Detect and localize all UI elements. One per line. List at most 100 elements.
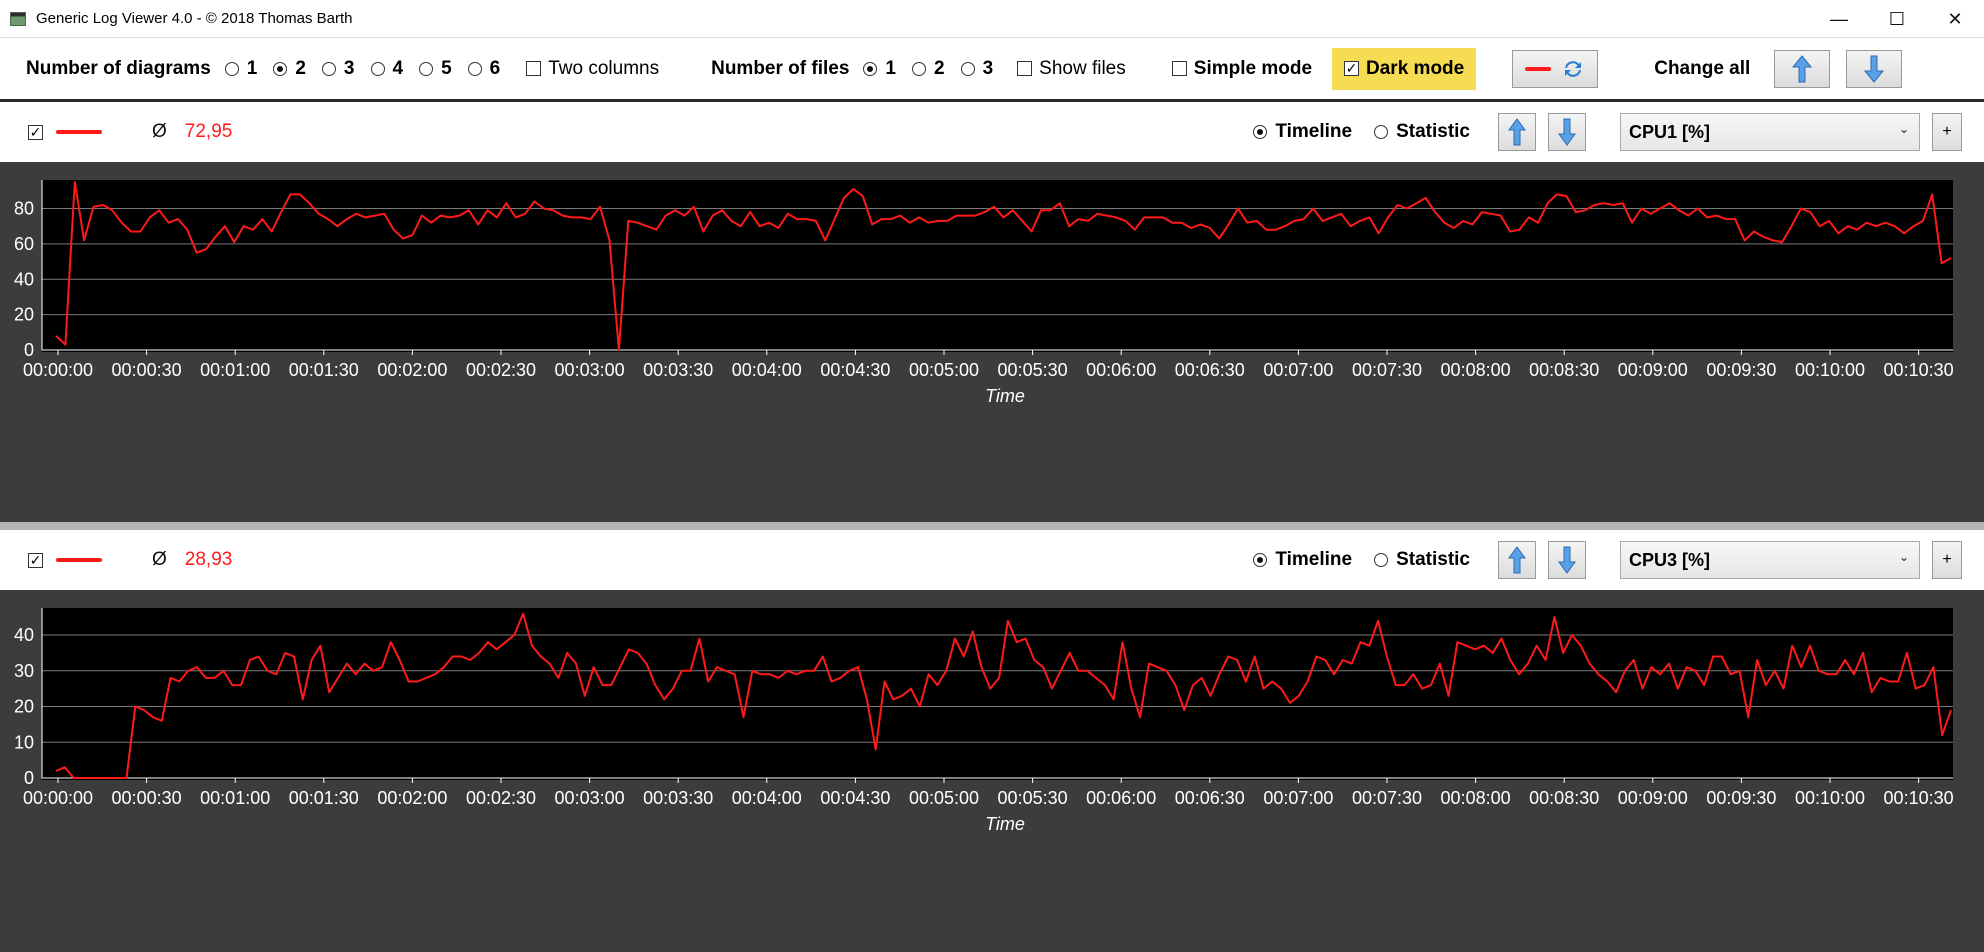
- dark-mode-check[interactable]: ✓: [1344, 60, 1360, 76]
- diagram-2-up-button[interactable]: [1498, 541, 1536, 579]
- arrow-up-icon: [1508, 546, 1526, 574]
- x-tick-label: 00:10:30: [1884, 788, 1954, 808]
- show-files-check[interactable]: [1017, 61, 1033, 76]
- dark-mode-checkbox[interactable]: ✓ Dark mode: [1332, 47, 1477, 90]
- diagram-2-avg-value: 28,93: [184, 549, 233, 570]
- diagram-2-statistic-dot[interactable]: [1374, 553, 1389, 567]
- y-tick-label: 60: [14, 234, 34, 254]
- diagram-2-signal-value: CPU3 [%]: [1629, 549, 1711, 570]
- files-count-option-3[interactable]: 3: [960, 57, 994, 80]
- diagrams-count-radio-6[interactable]: [467, 61, 482, 76]
- x-tick-label: 00:02:30: [466, 788, 536, 808]
- diagrams-count-radio-1[interactable]: [224, 61, 239, 76]
- diagram-2-header: ✓ Ø 28,93 Timeline Statistic CPU3 [%] ⌄ +: [0, 530, 1984, 590]
- files-count-radio-3[interactable]: [960, 61, 975, 76]
- y-tick-label: 40: [14, 269, 34, 289]
- diagrams-count-option-6[interactable]: 6: [467, 57, 501, 80]
- diagram-2-statistic-label: Statistic: [1396, 549, 1470, 570]
- x-tick-label: 00:05:30: [998, 788, 1068, 808]
- diagrams-count-radio-3[interactable]: [321, 61, 336, 76]
- x-axis-title: Time: [985, 814, 1025, 834]
- diagram-1-statistic-radio[interactable]: Statistic: [1374, 121, 1470, 143]
- x-tick-label: 00:03:30: [643, 360, 713, 380]
- files-count-label-1: 1: [885, 57, 896, 79]
- files-count-label-2: 2: [934, 57, 945, 79]
- diagrams-count-radio-2[interactable]: [273, 61, 288, 76]
- arrow-down-icon: [1864, 55, 1885, 83]
- diagram-2-line-swatch[interactable]: [56, 558, 102, 562]
- diagram-1-statistic-dot[interactable]: [1374, 125, 1389, 139]
- simple-mode-check[interactable]: [1171, 61, 1187, 76]
- diagrams-count-option-3[interactable]: 3: [321, 58, 355, 80]
- series-line: [55, 181, 1952, 351]
- arrow-up-icon: [1792, 54, 1813, 82]
- x-tick-label: 00:09:30: [1706, 788, 1776, 808]
- diagram-1-enable-check[interactable]: ✓: [28, 123, 43, 140]
- change-all-label: Change all: [1654, 57, 1751, 79]
- x-tick-label: 00:07:30: [1352, 360, 1422, 380]
- diagram-1-line-swatch[interactable]: [56, 130, 102, 134]
- files-count-option-2[interactable]: 2: [912, 58, 945, 80]
- refresh-line-button[interactable]: [1512, 49, 1599, 88]
- diagram-2-timeline-dot[interactable]: [1253, 553, 1268, 567]
- diagram-2-down-button[interactable]: [1548, 541, 1586, 579]
- files-count-radio-1[interactable]: [863, 61, 878, 76]
- diagrams-count-label-6: 6: [489, 57, 501, 79]
- diagram-2-timeline-radio[interactable]: Timeline: [1253, 549, 1352, 571]
- minimize-button[interactable]: —: [1830, 8, 1848, 29]
- diagram-1-avg-value: 72,95: [184, 121, 233, 142]
- show-files-checkbox[interactable]: Show files: [1017, 58, 1126, 80]
- diagrams-count-option-1[interactable]: 1: [224, 58, 257, 80]
- chevron-down-icon: ⌄: [1898, 550, 1909, 564]
- y-tick-label: 10: [14, 732, 34, 752]
- move-up-all-button[interactable]: [1774, 49, 1831, 88]
- x-tick-label: 00:04:30: [820, 360, 890, 380]
- diagram-1-chart-area: 0 20 40 60 80 00:00:00 00:00:30 00:01:00 00:01:3…: [0, 162, 1984, 522]
- diagram-1-signal-select[interactable]: CPU1 [%] ⌄: [1620, 113, 1920, 151]
- diagram-2-add-button[interactable]: +: [1932, 541, 1962, 579]
- diagrams-count-radio-5[interactable]: [419, 61, 434, 76]
- diagram-1-add-button[interactable]: +: [1932, 113, 1962, 151]
- files-count-radio-2[interactable]: [912, 61, 926, 76]
- files-count-option-1[interactable]: 1: [863, 58, 896, 80]
- x-tick-label: 00:07:00: [1263, 360, 1333, 380]
- x-tick-label: 00:02:00: [377, 788, 447, 808]
- x-tick-label: 00:06:00: [1086, 360, 1156, 380]
- y-tick-label: 0: [24, 768, 34, 788]
- x-tick-label: 00:09:00: [1618, 360, 1688, 380]
- diagram-2-statistic-radio[interactable]: Statistic: [1374, 549, 1470, 571]
- diagram-1-timeline-label: Timeline: [1275, 121, 1353, 142]
- simple-mode-checkbox[interactable]: Simple mode: [1171, 58, 1312, 80]
- x-tick-label: 00:10:30: [1884, 360, 1954, 380]
- diagram-splitter[interactable]: [0, 522, 1984, 530]
- diagram-1-signal-value: CPU1 [%]: [1629, 121, 1711, 142]
- two-columns-checkbox[interactable]: Two columns: [526, 58, 659, 80]
- diagram-1-down-button[interactable]: [1548, 113, 1586, 151]
- move-down-all-button[interactable]: [1846, 49, 1903, 88]
- x-tick-label: 00:01:00: [200, 788, 270, 808]
- diagram-1-up-button[interactable]: [1498, 113, 1536, 151]
- x-tick-label: 00:08:30: [1529, 788, 1599, 808]
- diagram-1-timeline-dot[interactable]: [1253, 125, 1268, 139]
- maximize-button[interactable]: ☐: [1888, 8, 1906, 29]
- title-bar: Generic Log Viewer 4.0 - © 2018 Thomas B…: [0, 0, 1984, 38]
- two-columns-check[interactable]: [526, 61, 542, 76]
- diagrams-count-option-4[interactable]: 4: [370, 58, 403, 80]
- diagram-2-enable-check[interactable]: ✓: [28, 551, 43, 568]
- x-tick-label: 00:02:00: [377, 360, 447, 380]
- diagram-2-chart: 0 10 20 30 40 00:00:00 00:00:30 00:01:00 00:01:3…: [14, 608, 1954, 834]
- diagram-2-signal-select[interactable]: CPU3 [%] ⌄: [1620, 541, 1920, 579]
- close-button[interactable]: ✕: [1947, 8, 1963, 29]
- diagrams-count-radio-4[interactable]: [370, 61, 385, 76]
- files-count-label-3: 3: [982, 57, 994, 79]
- x-tick-label: 00:04:30: [820, 788, 890, 808]
- diagram-2-chart-area: 0 10 20 30 40 00:00:00 00:00:30 00:01:00 00:01:3…: [0, 590, 1984, 952]
- diagram-1-timeline-radio[interactable]: Timeline: [1253, 121, 1352, 143]
- x-tick-label: 00:09:00: [1618, 788, 1688, 808]
- x-tick-label: 00:05:00: [909, 360, 979, 380]
- two-columns-label: Two columns: [548, 57, 660, 79]
- diagrams-count-group: 1 2 3 4 5 6: [224, 57, 516, 80]
- diagrams-count-option-5[interactable]: 5: [419, 58, 452, 80]
- diagrams-count-option-2[interactable]: 2: [273, 58, 306, 80]
- x-tick-label: 00:06:30: [1175, 360, 1245, 380]
